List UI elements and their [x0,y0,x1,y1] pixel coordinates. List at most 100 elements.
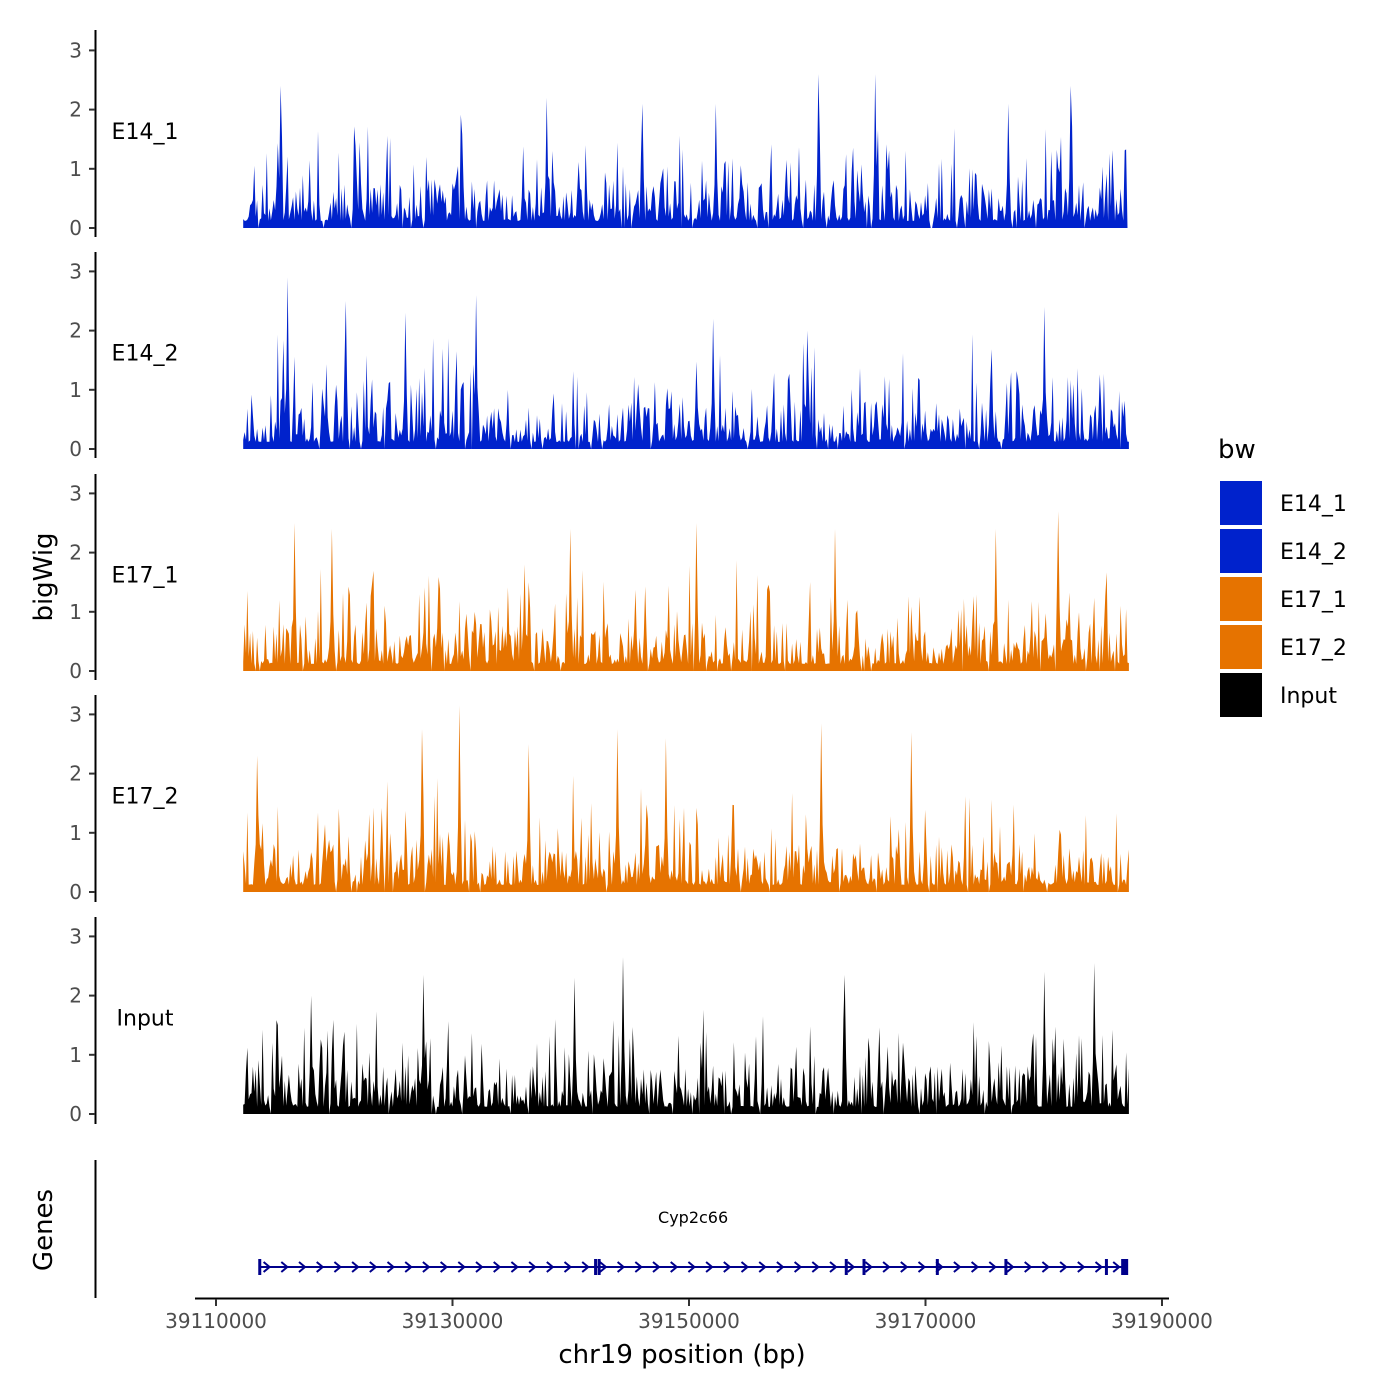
strand-arrow [351,1261,360,1273]
y-tick-label: 3 [69,702,82,726]
strand-arrow [847,1261,856,1273]
strand-arrow [528,1261,537,1273]
strand-arrow [546,1261,555,1273]
strand-arrow [581,1261,590,1273]
strand-arrow [776,1261,785,1273]
tracks-layer: 0 1 2 3 E14_1 0 1 2 3 E14_2 0 1 2 3 E17_1 0 1 2 3 E17_2 0 1 2 3… [69,30,1129,1126]
strand-arrow [1077,1261,1086,1273]
strand-arrow [493,1261,502,1273]
x-axis-title: chr19 position (bp) [558,1340,805,1370]
y-tick-label: 2 [69,98,82,122]
strand-arrow [758,1261,767,1273]
signal-area-Input [243,957,1129,1114]
strand-arrow [900,1261,909,1273]
legend-title: bw [1218,435,1256,465]
strand-arrow [811,1261,820,1273]
strand-arrow [280,1261,289,1273]
strand-arrow [298,1261,307,1273]
strand-arrow [1094,1261,1104,1273]
y-tick-label: 2 [69,541,82,565]
y-tick-label: 0 [69,659,82,683]
y-tick-label: 1 [69,378,82,402]
strand-arrow [829,1261,838,1273]
strand-arrow [687,1261,696,1273]
y-tick-label: 1 [69,600,82,624]
legend: bw E14_1 E14_2 E17_1 E17_2 Input [1218,435,1347,719]
strand-arrow [882,1261,891,1273]
strand-arrow [1059,1261,1068,1273]
strand-arrow [953,1261,962,1273]
strand-arrow [422,1261,431,1273]
strand-arrow [510,1261,519,1273]
y-tick-label: 3 [69,481,82,505]
strand-arrow [616,1261,626,1273]
legend-swatch [1218,479,1264,527]
x-tick-label: 39150000 [638,1309,740,1333]
x-tick-label: 39190000 [1111,1309,1213,1333]
legend-label: E14_2 [1280,540,1347,565]
exon-mark [862,1259,866,1275]
strand-arrow [333,1261,342,1273]
x-tick-label: 39130000 [402,1309,504,1333]
gene-name-label: Cyp2c66 [658,1208,728,1227]
track-E14_1: 0 1 2 3 E14_1 [69,30,1129,240]
exon-mark [1121,1259,1129,1275]
exon-mark [597,1259,601,1275]
legend-swatch [1218,671,1264,719]
y-tick-label: 3 [69,259,82,283]
y-tick-label: 2 [69,319,82,343]
y-tick-label: 3 [69,924,82,948]
strand-arrow [652,1261,661,1273]
y-tick-label: 0 [69,216,82,240]
signal-area-E17_1 [243,511,1129,671]
strand-arrow [262,1261,272,1273]
legend-label: Input [1280,684,1337,709]
legend-swatch [1218,623,1264,671]
track-label: E17_2 [112,785,179,810]
legend-swatch [1218,575,1264,623]
exon-mark [935,1259,939,1275]
strand-arrow [599,1261,608,1273]
track-E14_2: 0 1 2 3 E14_2 [69,252,1129,461]
y-tick-label: 0 [69,880,82,904]
strand-arrow [404,1261,413,1273]
y-axis-title: bigWig [29,532,59,621]
legend-label: E14_1 [1280,492,1347,517]
track-label: E14_2 [112,342,179,367]
signal-area-E14_2 [243,277,1129,449]
exon-mark [594,1259,598,1275]
exon-mark [844,1259,848,1275]
track-label: E14_1 [112,120,179,145]
exon-mark [1004,1259,1008,1275]
genes-track-label: Genes [29,1189,59,1271]
y-tick-label: 2 [69,984,82,1008]
signal-area-E17_2 [243,705,1129,892]
y-tick-label: 1 [69,1043,82,1067]
strand-arrow [705,1261,714,1273]
strand-arrow [723,1261,732,1273]
x-tick-label: 39110000 [165,1309,267,1333]
strand-arrow [386,1261,396,1273]
y-tick-label: 1 [69,157,82,181]
track-label: E17_1 [112,564,179,589]
y-tick-label: 3 [69,38,82,62]
strand-arrow [316,1261,325,1273]
legend-swatch [1218,527,1264,575]
strand-arrow [369,1261,378,1273]
strand-arrow [475,1261,484,1273]
strand-arrow [634,1261,643,1273]
strand-arrow [457,1261,466,1273]
x-axis: chr19 position (bp) 39110000 39130000 3915… [165,1297,1213,1370]
y-tick-label: 2 [69,762,82,786]
strand-arrow [1024,1261,1033,1273]
strand-arrow [793,1261,803,1273]
strand-arrow [988,1261,997,1273]
y-tick-label: 0 [69,1102,82,1126]
y-tick-label: 1 [69,821,82,845]
track-label: Input [117,1007,174,1032]
track-E17_1: 0 1 2 3 E17_1 [69,474,1129,683]
legend-label: E17_1 [1280,588,1347,613]
track-E17_2: 0 1 2 3 E17_2 [69,695,1129,904]
strand-arrow [740,1261,750,1273]
